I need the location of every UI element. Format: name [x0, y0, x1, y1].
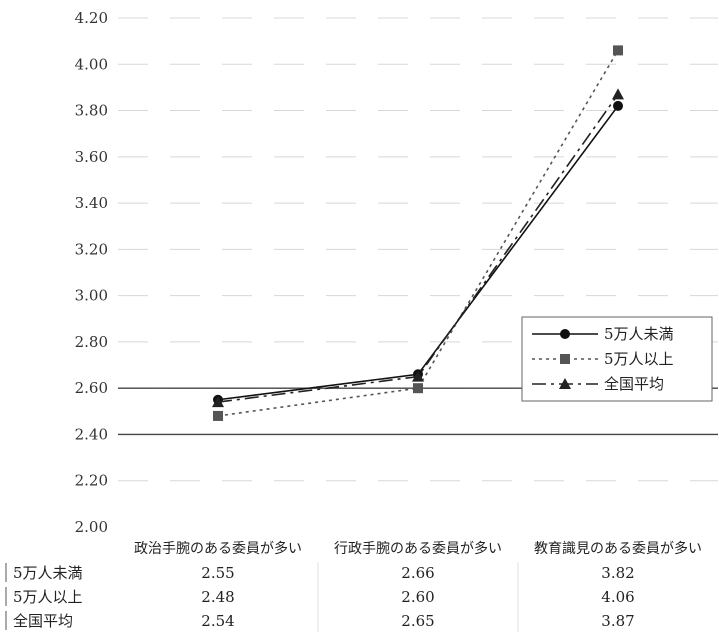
table-row-label: 5万人未満: [13, 564, 83, 582]
table-cell-value: 2.65: [401, 612, 434, 630]
table-cell-value: 2.66: [401, 564, 434, 582]
legend-label: 5万人以上: [604, 350, 674, 368]
legend-marker: [559, 378, 571, 389]
y-tick-label: 2.40: [75, 425, 108, 443]
table-cell-value: 4.06: [601, 588, 634, 606]
data-table: 5万人未満 2.55 2.66 3.82 5万人以上 2.48 2.60 4.06 全国平均 2.…: [5, 562, 635, 632]
table-row-label: 5万人以上: [13, 588, 83, 606]
y-tick-label: 4.20: [75, 9, 108, 27]
data-point-marker: [212, 396, 224, 408]
y-tick-label: 4.00: [75, 55, 108, 73]
y-axis: 2.00 2.20 2.40 2.60 2.80 3.00 3.20 3.40 3.60 3.80…: [75, 9, 108, 536]
data-point-marker: [413, 383, 423, 394]
y-tick-label: 2.00: [75, 518, 108, 536]
x-category-label: 行政手腕のある委員が多い: [334, 540, 502, 557]
y-tick-label: 3.20: [75, 240, 108, 258]
table-cell-value: 2.48: [201, 588, 234, 606]
data-point-marker: [213, 410, 223, 421]
series-line-2: [217, 49, 619, 417]
data-point-marker: [613, 100, 623, 111]
table-cell-value: 2.55: [201, 564, 234, 582]
data-point-marker: [612, 88, 624, 100]
x-axis-categories: 政治手腕のある委員が多い 行政手腕のある委員が多い 教育識見のある委員が多い: [134, 540, 702, 557]
x-category-label: 政治手腕のある委員が多い: [134, 540, 302, 557]
legend-marker: [560, 329, 570, 339]
y-tick-label: 2.80: [75, 333, 108, 351]
y-tick-label: 2.20: [75, 472, 108, 490]
table-cell-value: 2.54: [201, 612, 234, 630]
data-point-marker: [412, 370, 424, 382]
legend-label: 5万人未満: [604, 325, 674, 343]
table-cell-value: 2.60: [401, 588, 434, 606]
x-category-label: 教育識見のある委員が多い: [534, 540, 702, 557]
y-tick-label: 2.60: [75, 379, 108, 397]
y-tick-label: 3.00: [75, 287, 108, 305]
data-point-marker: [613, 45, 623, 56]
table-row-label: 全国平均: [13, 612, 73, 630]
legend-marker: [560, 354, 570, 364]
gridlines: [118, 17, 718, 482]
y-tick-label: 3.80: [75, 102, 108, 120]
y-tick-label: 3.60: [75, 148, 108, 166]
legend-label: 全国平均: [604, 375, 664, 393]
table-cell-value: 3.87: [601, 612, 634, 630]
y-tick-label: 3.40: [75, 194, 108, 212]
table-cell-value: 3.82: [601, 564, 634, 582]
series-lines: [212, 45, 624, 421]
